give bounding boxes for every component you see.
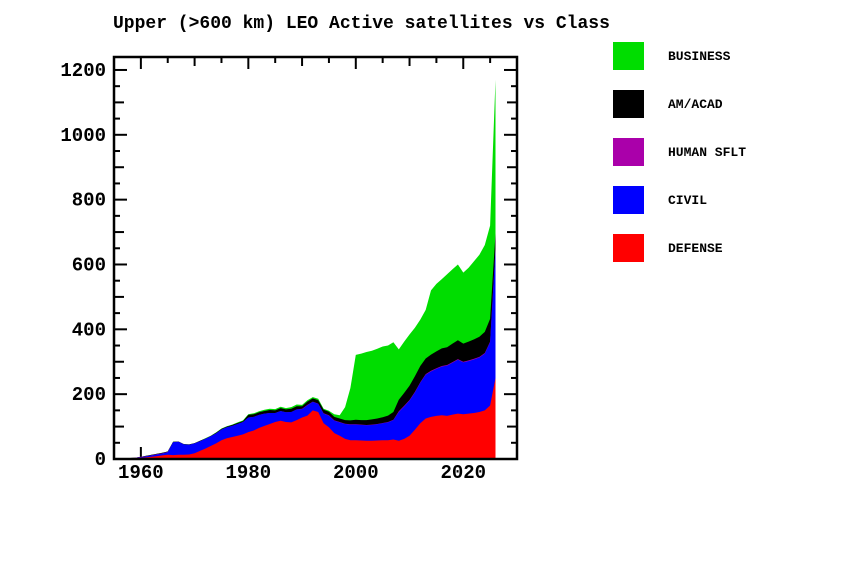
area-am-acad (124, 233, 496, 459)
y-axis-label-1200: 1200 (60, 60, 106, 82)
legend-swatch-civil-icon (613, 186, 644, 214)
legend-label-business: BUSINESS (668, 48, 731, 64)
axis-labels: 0 200 400 600 800 1000 1200 1960 1980 2000 2020 (60, 60, 486, 484)
x-axis-label-2000: 2000 (333, 462, 379, 484)
legend-item-defense: DEFENSE (613, 234, 746, 262)
y-axis-label-400: 400 (72, 319, 106, 341)
x-axis-label-2020: 2020 (440, 462, 486, 484)
y-axis-label-0: 0 (95, 449, 106, 471)
area-defense (124, 378, 496, 459)
legend-item-human-sflt: HUMAN SFLT (613, 138, 746, 166)
x-axis-label-1960: 1960 (118, 462, 164, 484)
legend-swatch-am-acad-icon (613, 90, 644, 118)
legend-label-human-sflt: HUMAN SFLT (668, 144, 747, 160)
plot-frame (112, 55, 519, 461)
legend-item-business: BUSINESS (613, 42, 746, 70)
x-axis-label-1980: 1980 (226, 462, 272, 484)
chart-legend: BUSINESS AM/ACAD HUMAN SFLT CIVIL DEFENSE (613, 42, 746, 282)
y-axis-label-800: 800 (72, 190, 106, 212)
area-business (124, 79, 496, 459)
y-axis-label-600: 600 (72, 254, 106, 276)
legend-swatch-human-sflt-icon (613, 138, 644, 166)
legend-label-defense: DEFENSE (668, 240, 723, 256)
legend-swatch-business-icon (613, 42, 644, 70)
legend-item-civil: CIVIL (613, 186, 746, 214)
legend-swatch-defense-icon (613, 234, 644, 262)
legend-item-am-acad: AM/ACAD (613, 90, 746, 118)
legend-label-civil: CIVIL (668, 192, 708, 208)
stacked-areas (124, 79, 496, 459)
y-axis-label-200: 200 (72, 384, 106, 406)
y-axis-label-1000: 1000 (60, 125, 106, 147)
chart-title: Upper (>600 km) LEO Active satellites vs… (113, 14, 610, 34)
legend-label-am-acad: AM/ACAD (668, 96, 723, 112)
